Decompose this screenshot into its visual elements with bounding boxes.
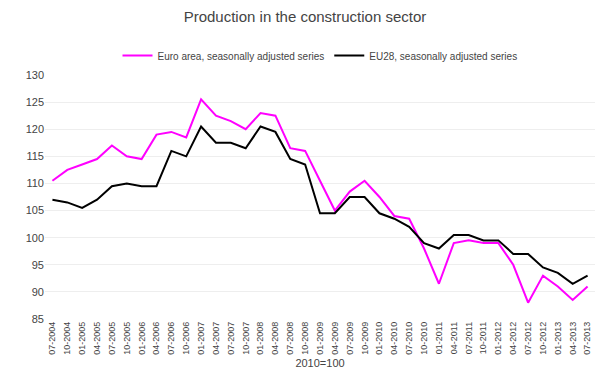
svg-text:2010=100: 2010=100 bbox=[295, 357, 344, 369]
svg-text:Euro area, seasonally adjusted: Euro area, seasonally adjusted series bbox=[158, 51, 325, 62]
svg-text:04-2005: 04-2005 bbox=[92, 322, 102, 355]
svg-text:10-2012: 10-2012 bbox=[538, 322, 548, 355]
svg-text:01-2010: 01-2010 bbox=[374, 322, 384, 355]
svg-text:04-2011: 04-2011 bbox=[449, 322, 459, 354]
svg-text:04-2010: 04-2010 bbox=[389, 322, 399, 355]
svg-text:01-2013: 01-2013 bbox=[553, 322, 563, 355]
svg-text:10-2005: 10-2005 bbox=[122, 322, 132, 355]
svg-text:10-2010: 10-2010 bbox=[419, 322, 429, 355]
svg-text:120: 120 bbox=[26, 123, 44, 135]
svg-text:01-2006: 01-2006 bbox=[137, 322, 147, 355]
svg-text:10-2008: 10-2008 bbox=[300, 322, 310, 355]
svg-text:04-2012: 04-2012 bbox=[508, 322, 518, 355]
svg-text:85: 85 bbox=[32, 313, 44, 325]
svg-text:07-2010: 07-2010 bbox=[404, 322, 414, 355]
svg-text:115: 115 bbox=[26, 150, 44, 162]
svg-text:Production in the construction: Production in the construction sector bbox=[184, 8, 427, 25]
svg-text:110: 110 bbox=[26, 177, 44, 189]
svg-text:07-2008: 07-2008 bbox=[285, 322, 295, 355]
svg-text:04-2009: 04-2009 bbox=[330, 322, 340, 355]
svg-text:100: 100 bbox=[26, 232, 44, 244]
svg-text:10-2011: 10-2011 bbox=[478, 322, 488, 354]
svg-text:04-2008: 04-2008 bbox=[270, 322, 280, 355]
svg-text:01-2007: 01-2007 bbox=[196, 322, 206, 355]
svg-text:125: 125 bbox=[26, 96, 44, 108]
svg-text:130: 130 bbox=[26, 69, 44, 81]
svg-text:01-2005: 01-2005 bbox=[77, 322, 87, 355]
svg-text:90: 90 bbox=[32, 286, 44, 298]
svg-text:07-2009: 07-2009 bbox=[345, 322, 355, 355]
svg-text:07-2006: 07-2006 bbox=[166, 322, 176, 355]
svg-text:EU28, seasonally adjusted seri: EU28, seasonally adjusted series bbox=[369, 51, 517, 62]
svg-text:04-2007: 04-2007 bbox=[211, 322, 221, 355]
svg-text:95: 95 bbox=[32, 259, 44, 271]
svg-text:07-2012: 07-2012 bbox=[523, 322, 533, 355]
svg-text:04-2013: 04-2013 bbox=[568, 322, 578, 355]
svg-text:07-2005: 07-2005 bbox=[107, 322, 117, 355]
svg-text:07-2007: 07-2007 bbox=[226, 322, 236, 355]
svg-text:07-2013: 07-2013 bbox=[582, 322, 592, 355]
svg-text:04-2006: 04-2006 bbox=[151, 322, 161, 355]
svg-text:10-2006: 10-2006 bbox=[181, 322, 191, 355]
svg-text:10-2007: 10-2007 bbox=[241, 322, 251, 355]
svg-text:01-2009: 01-2009 bbox=[315, 322, 325, 355]
svg-text:01-2011: 01-2011 bbox=[434, 322, 444, 354]
svg-text:10-2009: 10-2009 bbox=[360, 322, 370, 355]
svg-text:01-2008: 01-2008 bbox=[255, 322, 265, 355]
svg-text:10-2004: 10-2004 bbox=[62, 322, 72, 355]
svg-text:105: 105 bbox=[26, 204, 44, 216]
svg-text:07-2004: 07-2004 bbox=[47, 322, 57, 355]
svg-text:01-2012: 01-2012 bbox=[493, 322, 503, 355]
svg-text:07-2011: 07-2011 bbox=[464, 322, 474, 354]
